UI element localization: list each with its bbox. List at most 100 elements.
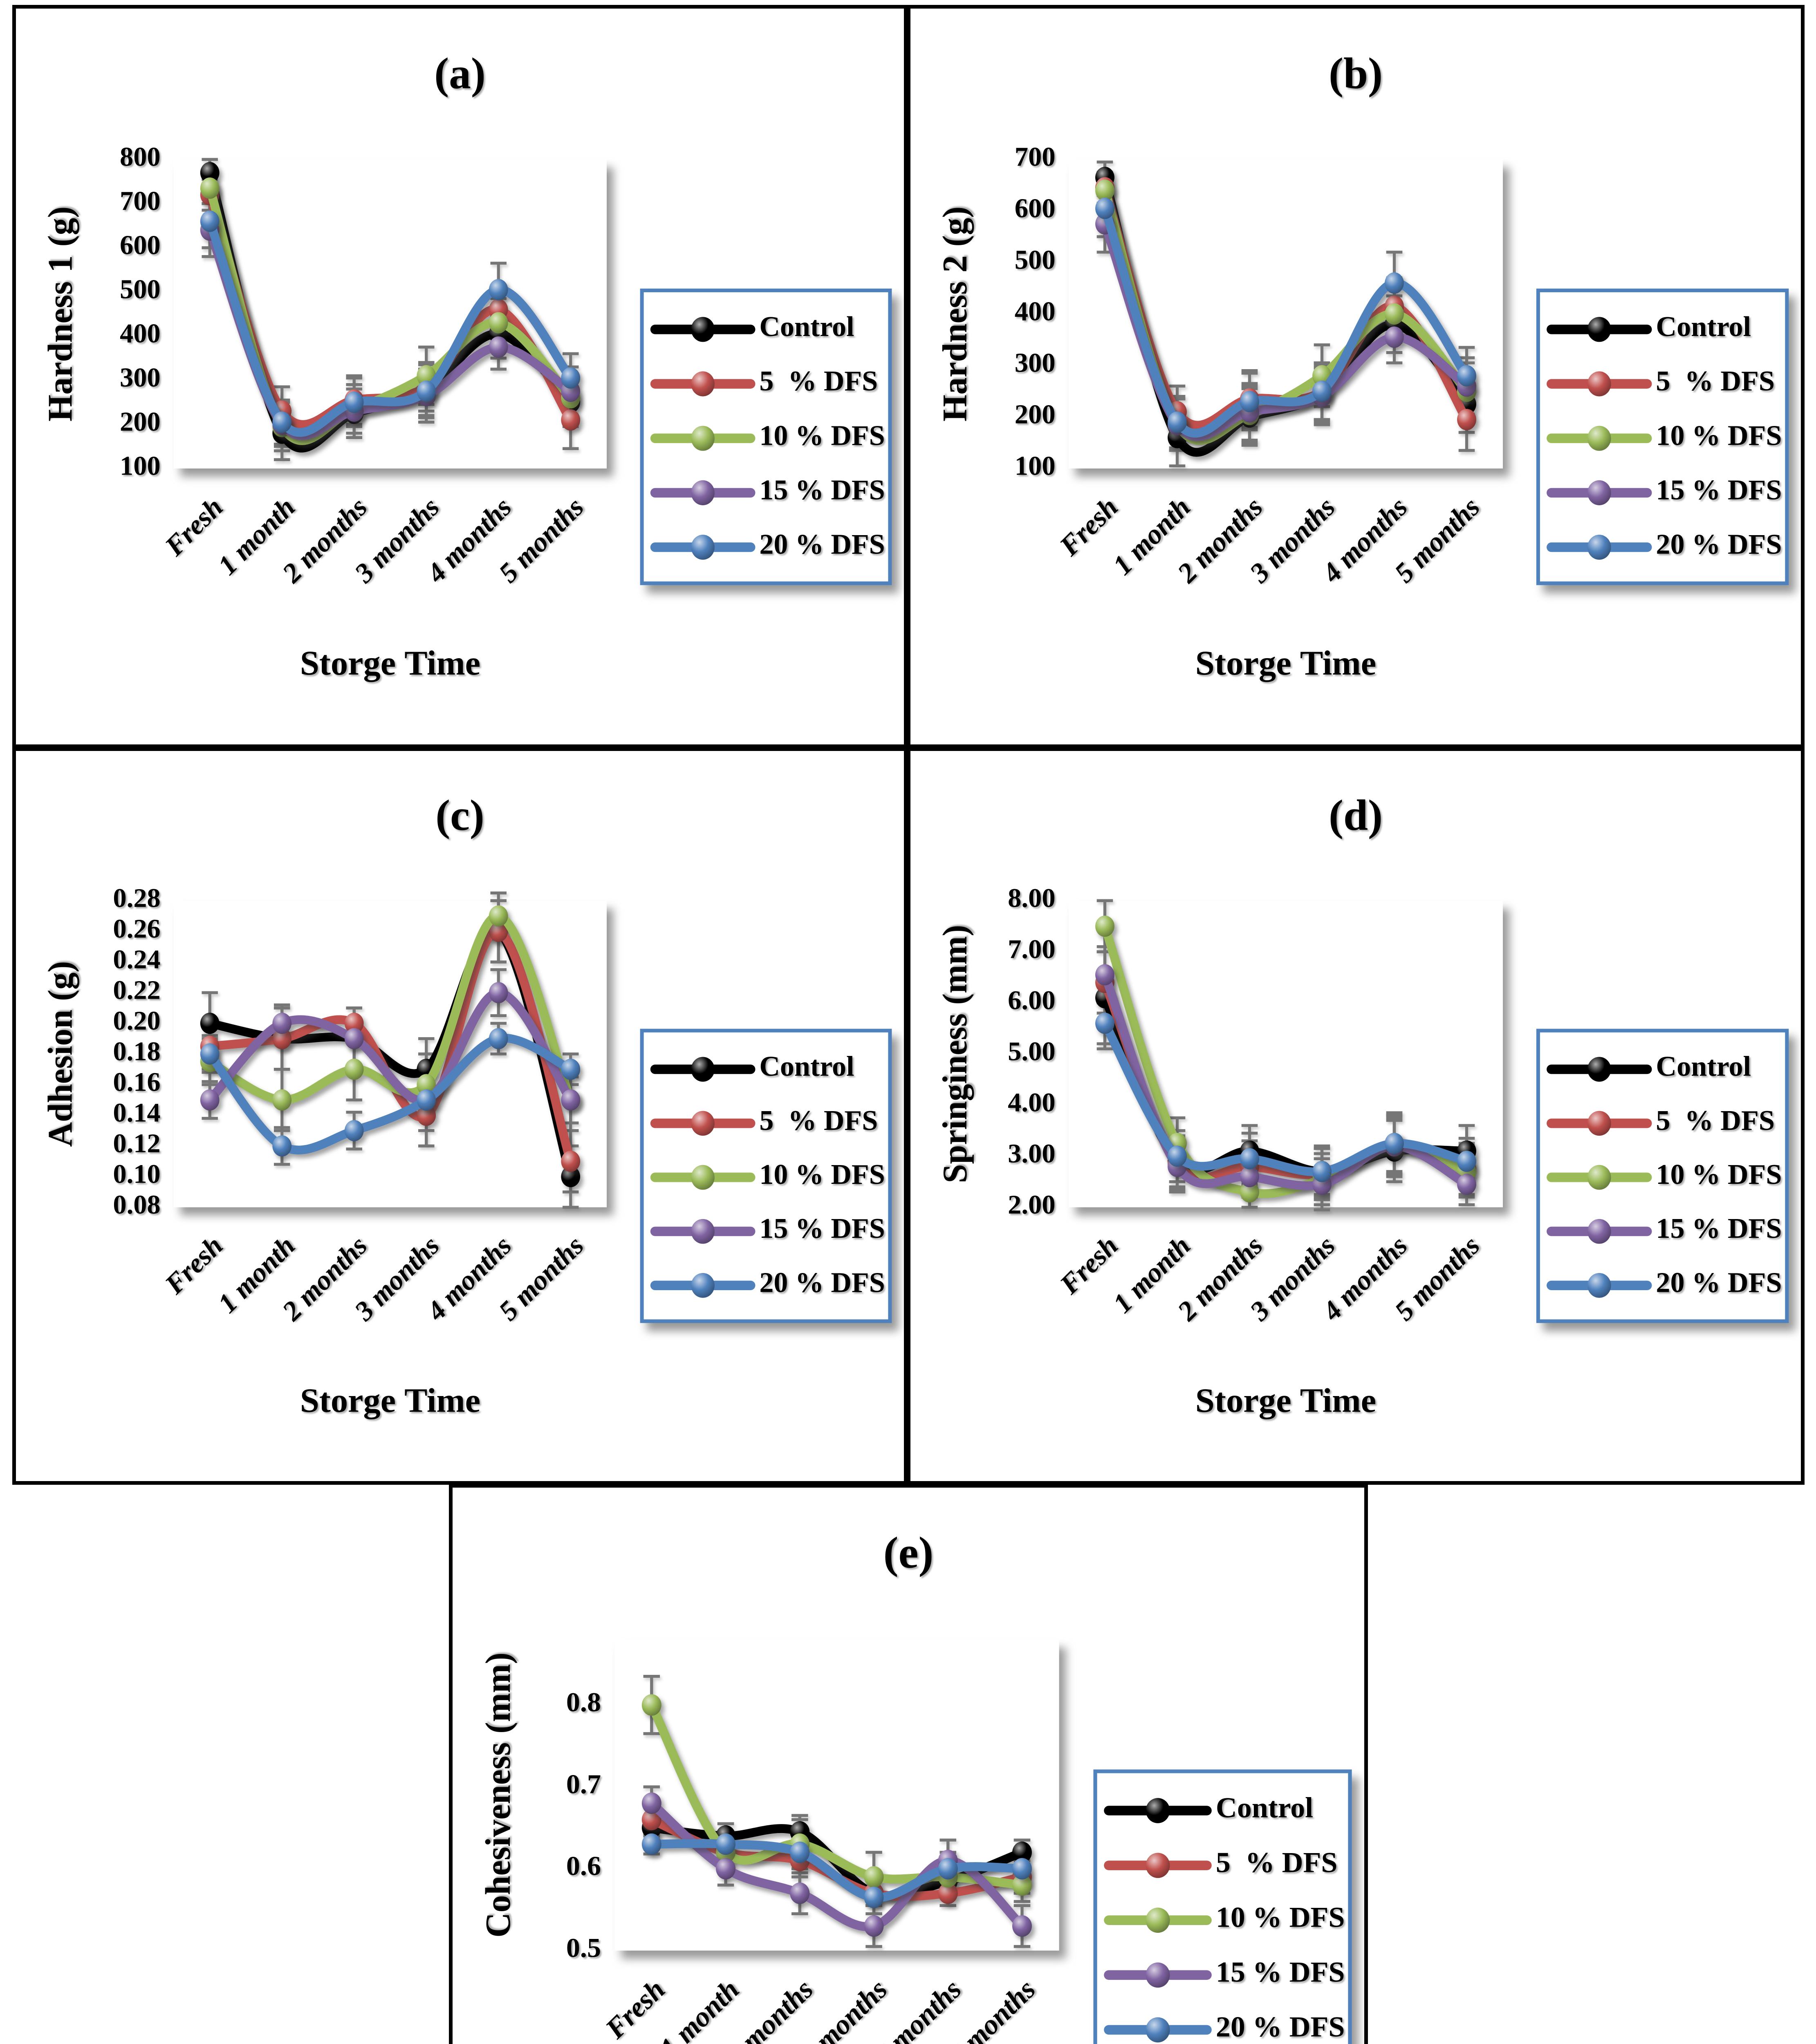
data-point-marker bbox=[344, 391, 364, 413]
data-point-marker bbox=[641, 1694, 661, 1716]
legend-item-5-pct-dfs: 5 % DFS bbox=[1547, 365, 1775, 397]
chart-d: (d) 2.00 3.00 4.00 5.00 6.00 7.00 8.00 Springine… bbox=[936, 791, 1789, 1420]
legend-item-control: Control bbox=[1547, 1051, 1751, 1083]
data-point-marker bbox=[1095, 1013, 1114, 1034]
legend-label: 15 % DFS bbox=[759, 1213, 885, 1244]
series-20-pct-dfs bbox=[1095, 1013, 1476, 1182]
y-tick: 800 bbox=[120, 142, 161, 172]
data-point-marker bbox=[561, 1150, 581, 1172]
x-tick: Fresh bbox=[158, 491, 229, 562]
data-point-marker bbox=[1457, 1174, 1476, 1195]
panel-b: (b) 100 200 300 400 500 600 700 Hardness 2 (g) Fr… bbox=[907, 5, 1805, 748]
data-point-marker bbox=[938, 1883, 958, 1904]
y-axis-title: Cohesiveness (mm) bbox=[478, 1652, 518, 1938]
legend-item-5-pct-dfs: 5 % DFS bbox=[1547, 1105, 1775, 1136]
data-point-marker bbox=[200, 211, 220, 232]
legend-marker bbox=[691, 371, 715, 397]
legend-marker bbox=[1146, 1853, 1170, 1878]
data-point-marker bbox=[1012, 1858, 1032, 1880]
legend-label: 15 % DFS bbox=[1656, 1213, 1782, 1244]
legend: Control 5 % DFS 10 % DFS 15 % DFS 20 % DFS bbox=[1093, 1769, 1352, 2044]
legend-label: 15 % DFS bbox=[1656, 474, 1782, 506]
legend-label: 15 % DFS bbox=[1216, 1956, 1345, 1988]
y-tick: 8.00 bbox=[1008, 883, 1056, 913]
series-5-pct-dfs bbox=[200, 921, 581, 1172]
chart-title-d: (d) bbox=[1329, 791, 1383, 840]
data-point-marker bbox=[1240, 1148, 1259, 1170]
data-point-marker bbox=[489, 921, 508, 942]
data-point-marker bbox=[344, 1013, 364, 1034]
y-tick: 0.28 bbox=[113, 883, 160, 913]
x-axis-title: Storge Time bbox=[1195, 1382, 1376, 1420]
data-point-marker bbox=[272, 1013, 292, 1034]
chart-title-b: (b) bbox=[1329, 49, 1383, 98]
y-tick: 700 bbox=[1015, 142, 1056, 172]
y-axis-title: Adhesion (g) bbox=[41, 961, 79, 1147]
legend-box bbox=[1093, 1769, 1352, 2044]
y-tick: 300 bbox=[1015, 348, 1056, 378]
legend-label: Control bbox=[1656, 1051, 1751, 1083]
legend-label: 10 % DFS bbox=[1656, 1159, 1782, 1190]
data-point-marker bbox=[1240, 1181, 1259, 1203]
legend-marker bbox=[1587, 317, 1611, 342]
legend-marker bbox=[691, 317, 715, 342]
legend-label: 5 % DFS bbox=[1656, 1105, 1774, 1136]
legend: Control 5 % DFS 10 % DFS 15 % DFS 20 % DFS bbox=[1536, 1029, 1789, 1323]
data-point-marker bbox=[1385, 326, 1404, 348]
data-point-marker bbox=[790, 1883, 810, 1904]
y-tick: 100 bbox=[1015, 451, 1056, 481]
legend-item-15-pct-dfs: 15 % DFS bbox=[650, 1213, 885, 1244]
data-point-marker bbox=[489, 312, 508, 334]
y-tick: 600 bbox=[120, 230, 161, 260]
data-point-marker bbox=[489, 982, 508, 1004]
data-point-marker bbox=[641, 1792, 661, 1814]
y-tick: 0.14 bbox=[113, 1098, 160, 1128]
data-point-marker bbox=[1012, 1874, 1032, 1896]
legend-marker bbox=[1587, 371, 1611, 397]
data-point-marker bbox=[864, 1887, 884, 1908]
legend-item-5-pct-dfs: 5 % DFS bbox=[1104, 1847, 1337, 1878]
data-point-marker bbox=[561, 367, 581, 389]
legend-label: 10 % DFS bbox=[759, 420, 885, 451]
data-point-marker bbox=[1095, 915, 1114, 937]
x-tick: Fresh bbox=[1053, 491, 1124, 562]
x-axis-title: Storge Time bbox=[1195, 644, 1376, 682]
plot-area bbox=[614, 1639, 1059, 1951]
legend-label: Control bbox=[759, 311, 854, 343]
data-point-marker bbox=[1240, 1166, 1259, 1188]
legend-item-control: Control bbox=[1104, 1792, 1313, 1824]
y-axis-title: Hardness 2 (g) bbox=[936, 206, 974, 421]
y-axis-ticks: 100 200 300 400 500 600 700 800 bbox=[120, 142, 161, 481]
legend-marker bbox=[1146, 2017, 1170, 2043]
x-tick: Fresh bbox=[599, 1974, 671, 2044]
x-axis-title: Storge Time bbox=[300, 644, 480, 682]
y-tick: 0.7 bbox=[566, 1769, 601, 1799]
legend-marker bbox=[1146, 1962, 1170, 1988]
legend-item-10-pct-dfs: 10 % DFS bbox=[650, 1159, 885, 1190]
legend-item-10-pct-dfs: 10 % DFS bbox=[1547, 419, 1782, 451]
data-point-marker bbox=[1095, 197, 1114, 219]
data-point-marker bbox=[561, 1166, 581, 1188]
data-point-marker bbox=[938, 1858, 958, 1880]
y-axis-ticks: 0.080.100.120.140.160.180.200.220.240.26… bbox=[113, 883, 160, 1219]
data-point-marker bbox=[864, 1866, 884, 1888]
legend-item-10-pct-dfs: 10 % DFS bbox=[650, 420, 885, 451]
data-point-marker bbox=[790, 1841, 810, 1863]
legend-marker bbox=[1587, 1273, 1611, 1298]
data-point-marker bbox=[200, 1043, 220, 1065]
y-axis-title: Hardness 1 (g) bbox=[42, 206, 80, 421]
data-point-marker bbox=[561, 409, 581, 431]
legend-marker bbox=[1146, 1798, 1170, 1823]
chart-title-a: (a) bbox=[434, 49, 486, 98]
panel-c: (c) 0.08 0.10 0.12 0.14 0.16 0.18 0.20 0.22 0.24 0… bbox=[12, 747, 908, 1485]
x-tick: 5 months bbox=[942, 1974, 1042, 2044]
legend-marker bbox=[1587, 1057, 1611, 1082]
data-point-marker bbox=[1095, 964, 1114, 986]
legend-label: 5 % DFS bbox=[759, 1105, 878, 1136]
y-tick: 500 bbox=[120, 274, 161, 304]
x-axis-title: Storge Time bbox=[300, 1382, 480, 1420]
legend-item-control: Control bbox=[650, 311, 854, 343]
y-tick: 0.16 bbox=[113, 1067, 160, 1097]
data-point-marker bbox=[1385, 303, 1404, 325]
legend-label: 5 % DFS bbox=[1216, 1847, 1337, 1878]
